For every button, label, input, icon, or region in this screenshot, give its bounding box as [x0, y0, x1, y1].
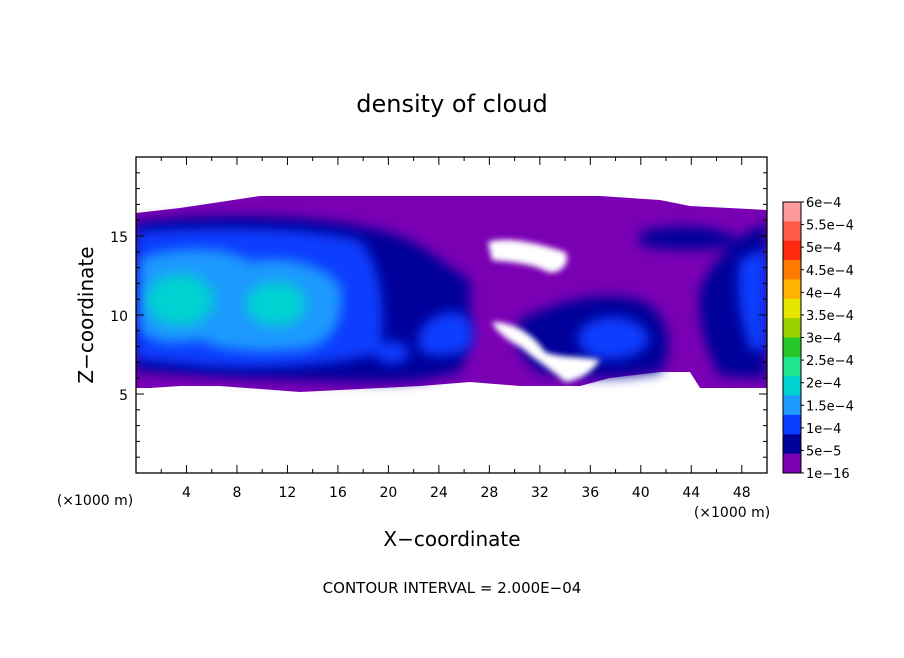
colorbar-swatch [783, 260, 801, 280]
x-tick-label: 12 [279, 485, 297, 501]
x-tick-label: 16 [329, 485, 347, 501]
clear-air-gaps [488, 239, 600, 382]
x-tick-label: 36 [581, 485, 599, 501]
x-tick-label: 4 [182, 485, 191, 501]
contour-interval-note: CONTOUR INTERVAL = 2.000E−04 [323, 579, 582, 597]
colorbar-swatch [783, 414, 801, 435]
x-tick-label: 28 [480, 485, 498, 501]
x-tick-label: 40 [632, 485, 650, 501]
x-tick-label: 44 [682, 485, 700, 501]
colorbar-label: 6e−4 [806, 196, 841, 211]
level-1.5e-4 [140, 249, 342, 352]
heatmap-field [136, 196, 767, 392]
colorbar-swatch [783, 298, 801, 319]
x-unit-label: (×1000 m) [694, 505, 770, 521]
y-tick-label: 5 [119, 388, 128, 404]
colorbar-swatch [783, 279, 801, 300]
y-tick-label: 15 [110, 230, 128, 246]
x-axis-title: X−coordinate [383, 527, 520, 551]
x-tick-label: 32 [531, 485, 549, 501]
colorbar-label: 1e−16 [806, 467, 850, 482]
y-axis-title: Z−coordinate [74, 246, 98, 383]
chart-title: density of cloud [356, 90, 547, 118]
y-tick-label: 10 [110, 309, 128, 325]
colorbar-swatch [783, 240, 801, 261]
colorbar-swatch [783, 221, 801, 242]
colorbar-label: 5e−4 [806, 241, 841, 256]
colorbar-swatch [783, 202, 801, 222]
colorbar-swatch [783, 453, 801, 474]
x-tick-label: 48 [733, 485, 751, 501]
colorbar-label: 4.5e−4 [806, 264, 854, 279]
colorbar: 6e−4 5.5e−4 5e−4 4.5e−4 4e−4 3.5e−4 3e−4 2.5e−4… [782, 196, 854, 482]
colorbar-swatch [783, 318, 801, 338]
x-tick-label: 20 [379, 485, 397, 501]
colorbar-label: 3.5e−4 [806, 309, 854, 324]
colorbar-swatch [783, 376, 801, 397]
colorbar-label: 1e−4 [806, 422, 841, 437]
x-tick-label: 24 [430, 485, 448, 501]
colorbar-label: 1.5e−4 [806, 399, 854, 414]
colorbar-label: 5.5e−4 [806, 219, 854, 234]
level-2e-4 [146, 274, 306, 326]
colorbar-label: 5e−5 [806, 444, 841, 459]
colorbar-swatch [783, 395, 801, 416]
z-unit-label: (×1000 m) [57, 493, 133, 509]
colorbar-swatch [783, 337, 801, 358]
colorbar-label: 4e−4 [806, 286, 841, 301]
colorbar-label: 3e−4 [806, 332, 841, 347]
colorbar-swatch [783, 356, 801, 377]
colorbar-swatch [783, 434, 801, 455]
colorbar-label: 2e−4 [806, 377, 841, 392]
colorbar-label: 2.5e−4 [806, 354, 854, 369]
x-tick-label: 8 [232, 485, 241, 501]
